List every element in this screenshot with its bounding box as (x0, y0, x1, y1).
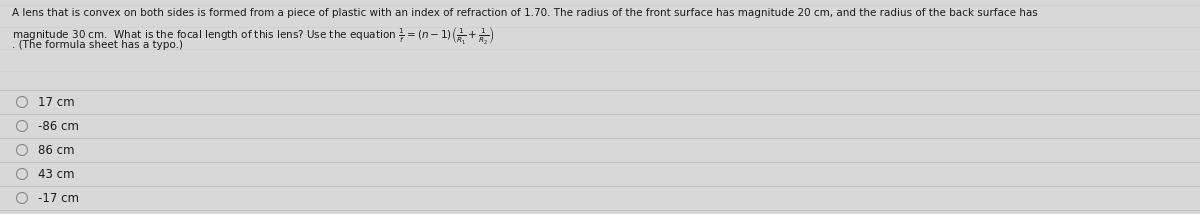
Text: -86 cm: -86 cm (38, 119, 79, 132)
Text: -17 cm: -17 cm (38, 192, 79, 205)
Text: 43 cm: 43 cm (38, 168, 74, 180)
Text: magnitude 30 cm.  What is the focal length of this lens? Use the equation $\frac: magnitude 30 cm. What is the focal lengt… (12, 24, 494, 46)
Text: A lens that is convex on both sides is formed from a piece of plastic with an in: A lens that is convex on both sides is f… (12, 8, 1038, 18)
Text: 86 cm: 86 cm (38, 144, 74, 156)
Text: 17 cm: 17 cm (38, 95, 74, 108)
Text: . (The formula sheet has a typo.): . (The formula sheet has a typo.) (12, 40, 182, 50)
